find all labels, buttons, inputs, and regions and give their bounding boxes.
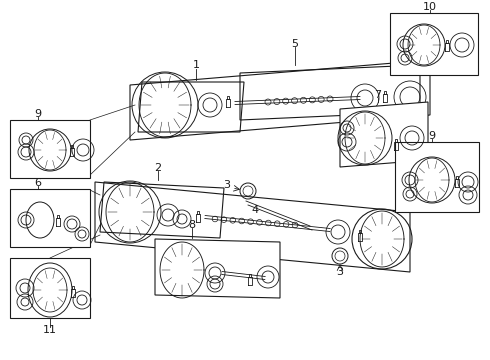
Bar	[10, 189, 90, 247]
Text: 6: 6	[34, 178, 42, 188]
Polygon shape	[130, 60, 430, 140]
Text: 3: 3	[337, 267, 343, 277]
Polygon shape	[155, 239, 280, 298]
Text: 11: 11	[43, 325, 57, 335]
Text: 2: 2	[154, 163, 162, 173]
Text: 4: 4	[251, 205, 259, 215]
Bar	[10, 258, 90, 318]
Polygon shape	[340, 102, 428, 167]
Bar	[395, 142, 479, 212]
Polygon shape	[95, 182, 410, 272]
Bar	[390, 13, 478, 75]
Text: 7: 7	[374, 90, 382, 100]
Text: 8: 8	[189, 220, 196, 230]
Text: 10: 10	[423, 2, 437, 12]
Text: 3: 3	[223, 180, 230, 190]
Text: 5: 5	[292, 39, 298, 49]
Text: 9: 9	[34, 109, 42, 119]
Text: 1: 1	[193, 60, 199, 70]
Bar	[10, 120, 90, 178]
Text: 9: 9	[428, 131, 436, 141]
